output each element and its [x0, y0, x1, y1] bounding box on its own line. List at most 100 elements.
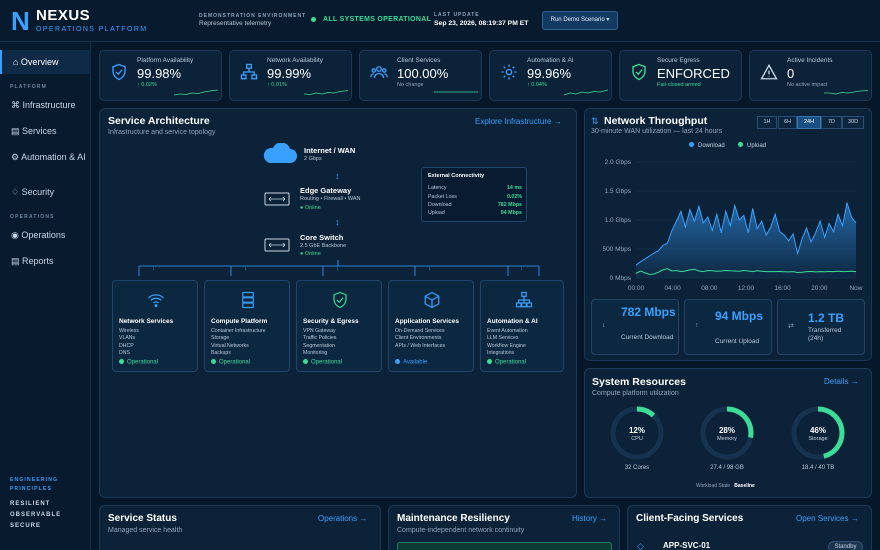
ext-row-label: Download [428, 202, 452, 208]
service-card-items: On-Demand Services Client Environments A… [395, 328, 445, 350]
service-card-items: Container Infrastructure Storage Virtual… [211, 328, 266, 357]
ext-row-upload: Upload 94 Mbps [428, 210, 522, 216]
down-arrow-icon: ↓ [428, 266, 431, 272]
edge-gateway-status: ● Online [300, 205, 321, 211]
engineering-label-line-1: ENGINEERING [10, 477, 59, 483]
status-dot-icon [303, 359, 308, 364]
cpu-gauge-percent: 12% [628, 426, 645, 435]
logo-mark: N [11, 6, 30, 36]
resources-subtitle: Compute platform utilization [592, 390, 679, 397]
service-card-automation[interactable]: Automation & AI Event Automation LLM Ser… [480, 280, 564, 372]
service-card-network[interactable]: Network Services Wireless VLANs DHCP DNS… [112, 280, 198, 372]
kpi-value: 100.00% [397, 66, 449, 81]
legend-download: Download [689, 142, 725, 149]
kpi-card-automation[interactable]: Automation & AI 99.96% ↑ 0.04% [489, 50, 612, 101]
service-item: Container Infrastructure [211, 328, 266, 334]
service-item: LLM Services [487, 335, 519, 342]
download-arrow-icon: ↓ [602, 322, 606, 329]
status-dot-icon [311, 16, 316, 22]
open-services-link[interactable]: Open Services → [796, 514, 859, 523]
service-card-title: Network Services [119, 318, 174, 325]
ext-row-value: 94 Mbps [500, 210, 522, 216]
legend-upload: Upload [738, 142, 766, 149]
warning-icon [760, 63, 778, 80]
range-button-6h[interactable]: 6H [778, 116, 797, 129]
sidebar-item-services[interactable]: ▤ Services [11, 126, 57, 136]
kpi-sparkline [564, 89, 608, 96]
memory-gauge-percent: 28% [718, 426, 735, 435]
service-status: Available [395, 359, 427, 366]
architecture-subtitle: Infrastructure and service topology [108, 129, 216, 136]
service-card-items: Event Automation LLM Services Workflow E… [487, 328, 528, 357]
down-arrow-icon: ↓ [336, 266, 339, 272]
operations-link[interactable]: Operations → [318, 514, 368, 523]
client-services-title: Client-Facing Services [636, 513, 744, 524]
service-status: Operational [487, 359, 526, 366]
service-status-text: Operational [219, 359, 251, 366]
core-switch-status: ● Online [300, 251, 321, 257]
throughput-chart: 2.0 Gbps 1.5 Gbps 1.0 Gbps 500 Mbps 0 Mbps 0… [602, 159, 862, 292]
top-header: N NEXUS OPERATIONS PLATFORM DEMONSTRATIO… [0, 0, 880, 42]
range-button-1h[interactable]: 1H [757, 116, 777, 129]
sidebar-item-infrastructure[interactable]: ⌘ Infrastructure [11, 100, 76, 110]
diamond-icon: ◇ [637, 541, 644, 550]
kpi-card-platform-availability[interactable]: Platform Availability 99.98% ↑ 0.02% [99, 50, 222, 101]
resources-details-link[interactable]: Details → [824, 377, 859, 386]
kpi-card-client-services[interactable]: Client Services 100.00% No change [359, 50, 482, 101]
service-item: Event Automation [487, 328, 528, 334]
ext-row-packet-loss: Packet Loss 0.02% [428, 194, 522, 200]
sidebar-item-overview[interactable]: ⌂ Overview [0, 50, 91, 74]
kpi-card-network-availability[interactable]: Network Availability 99.99% ↑ 0.01% [229, 50, 352, 101]
explore-infrastructure-link[interactable]: Explore Infrastructure → [475, 117, 562, 126]
router-icon [264, 192, 290, 206]
y-tick-label: 1.0 Gbps [605, 217, 632, 224]
edge-gateway-title: Edge Gateway [300, 186, 352, 195]
sidebar-item-security[interactable]: ♢ Security [11, 187, 55, 197]
switch-icon [264, 238, 290, 252]
service-item: Client Environments [395, 335, 442, 342]
x-tick-label: Now [849, 285, 862, 292]
x-tick-label: 16:00 [775, 285, 792, 292]
engineering-principles-label: ENGINEERING PRINCIPLES [10, 476, 58, 494]
workload-label: Workload State [696, 483, 731, 489]
down-arrow-icon: ↓ [520, 266, 523, 272]
download-line [635, 202, 857, 266]
hierarchy-icon [515, 291, 533, 308]
client-service-item[interactable]: APP-SVC-01 [663, 541, 711, 550]
maintenance-status-banner [397, 542, 612, 550]
core-switch-title: Core Switch [300, 233, 344, 242]
sidebar-item-operations[interactable]: ◉ Operations [11, 230, 66, 240]
throughput-icon: ⇅ [591, 116, 599, 126]
kpi-card-active-incidents[interactable]: Active Incidents 0 No active impact [749, 50, 872, 101]
service-item: Virtual Networks [211, 342, 249, 349]
principle-item: RESILIENT [10, 501, 51, 507]
sidebar-item-reports[interactable]: ▤ Reports [11, 256, 54, 266]
ext-row-label: Latency [428, 185, 447, 191]
status-dot-icon [119, 359, 124, 364]
topology-connectors [138, 260, 540, 276]
sidebar-item-automation[interactable]: ⚙ Automation & AI [11, 152, 86, 162]
service-card-security[interactable]: Security & Egress VPN Gateway Traffic Po… [296, 280, 382, 372]
run-demo-scenario-button[interactable]: Run Demo Scenario ▾ [542, 11, 618, 30]
kpi-card-secure-egress[interactable]: Secure Egress ENFORCED Fail-closed armed [619, 50, 742, 101]
range-button-24h[interactable]: 24H [797, 116, 821, 129]
service-card-compute[interactable]: Compute Platform Container Infrastructur… [204, 280, 290, 372]
kpi-label: Secure Egress [657, 57, 700, 64]
ext-row-label: Packet Loss [428, 194, 457, 200]
history-link[interactable]: History → [572, 514, 608, 523]
range-button-30d[interactable]: 30D [842, 116, 864, 129]
edge-status-text: Online [304, 205, 321, 211]
y-tick-label: 500 Mbps [602, 246, 631, 253]
storage-gauge-percent: 46% [809, 426, 826, 435]
workload-value: Baseline [734, 483, 755, 489]
range-button-7d[interactable]: 7D [821, 116, 842, 129]
gear-icon [501, 64, 517, 80]
service-status-text: Operational [311, 359, 343, 366]
core-switch-sub: 2.5 GbE Backbone [300, 243, 347, 249]
workload-state: Workload State Baseline [696, 483, 755, 489]
resources-title: System Resources [592, 376, 686, 388]
y-tick-label: 0 Mbps [610, 275, 632, 282]
service-card-application[interactable]: Application Services On-Demand Services … [388, 280, 474, 372]
service-status-card [99, 505, 381, 550]
link-arrow-icon: ↕ [335, 217, 340, 227]
